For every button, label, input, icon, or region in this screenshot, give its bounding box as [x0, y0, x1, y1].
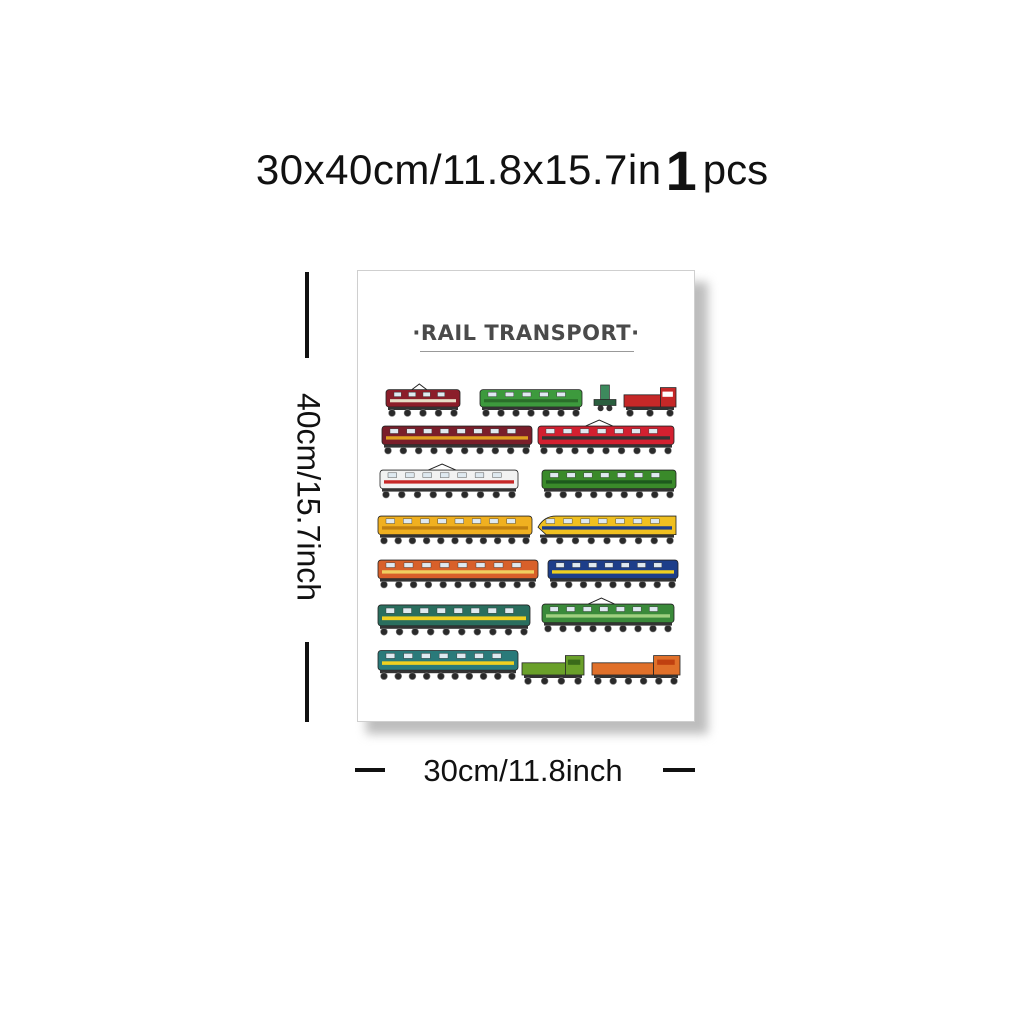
width-dimension-line-left	[355, 768, 385, 772]
height-dimension-line-top	[305, 272, 309, 358]
width-dimension-line-right	[663, 768, 695, 772]
width-dimension-label: 30cm/11.8inch	[423, 753, 623, 788]
train-illustration-17	[591, 655, 681, 685]
quantity-unit: pcs	[702, 146, 769, 193]
train-illustration-3	[593, 384, 617, 412]
height-dimension-line-bottom	[305, 642, 309, 722]
train-illustration-15	[377, 650, 519, 680]
train-illustrations	[377, 383, 681, 685]
product-size-headline: 30x40cm/11.8x15.7in1 pcs	[0, 138, 1024, 203]
train-illustration-14	[541, 597, 675, 633]
train-illustration-9	[377, 515, 533, 545]
train-illustration-8	[541, 469, 677, 499]
poster-title-rule	[420, 351, 634, 352]
train-illustration-5	[381, 425, 533, 455]
train-illustration-2	[479, 389, 583, 417]
quantity-number: 1	[665, 139, 697, 202]
train-illustration-11	[377, 559, 539, 589]
poster: ·RAIL TRANSPORT·	[357, 270, 695, 722]
train-illustration-7	[379, 463, 519, 499]
train-illustration-1	[385, 383, 461, 417]
train-illustration-12	[547, 559, 679, 589]
train-illustration-13	[377, 604, 531, 636]
train-illustration-6	[537, 419, 675, 455]
train-illustration-10	[537, 515, 677, 545]
size-text: 30x40cm/11.8x15.7in	[255, 146, 662, 193]
train-illustration-4	[623, 387, 677, 417]
train-illustration-16	[521, 655, 585, 685]
poster-title: ·RAIL TRANSPORT·	[412, 321, 640, 345]
height-dimension-label: 40cm/15.7inch	[290, 392, 327, 602]
